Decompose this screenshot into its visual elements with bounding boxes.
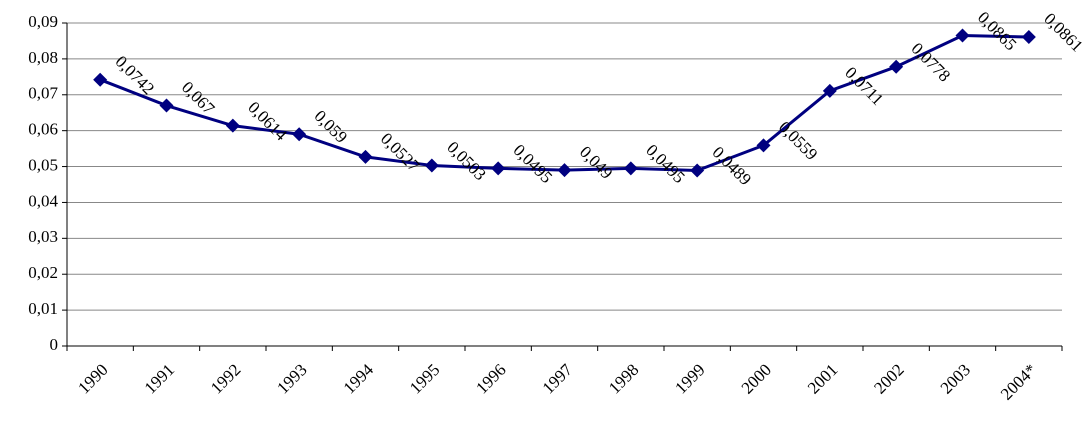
- line: [99, 34, 1029, 173]
- marker: [424, 158, 439, 173]
- y-tick-label: 0,03: [28, 227, 58, 246]
- marker: [623, 161, 638, 176]
- value-label: 0,0495: [510, 141, 556, 187]
- value-label: 0,0527: [377, 129, 424, 176]
- value-label: 0,0711: [841, 63, 887, 109]
- y-tick-label: 0: [50, 335, 59, 354]
- x-tick-label: 1996: [472, 360, 509, 397]
- marker: [93, 72, 108, 87]
- x-tick-label: 1997: [539, 360, 577, 398]
- value-label: 0,049: [576, 142, 616, 182]
- x-tick-label: 1991: [141, 360, 178, 397]
- value-label: 0,0861: [1040, 9, 1086, 55]
- x-tick-label: 2001: [804, 360, 841, 397]
- value-label: 0,0865: [974, 8, 1020, 54]
- x-tick-label: 1990: [74, 360, 111, 397]
- y-tick-label: 0,08: [28, 48, 58, 67]
- marker: [292, 127, 307, 142]
- value-label: 0,0559: [775, 118, 821, 164]
- marker: [491, 161, 506, 176]
- y-tick-label: 0,02: [28, 263, 58, 282]
- marker: [690, 163, 705, 178]
- x-tick-label: 1994: [340, 360, 378, 398]
- x-tick-label: 1995: [406, 360, 443, 397]
- x-tick-label: 1999: [671, 360, 708, 397]
- x-tick-label: 2000: [738, 360, 775, 397]
- marker: [756, 138, 771, 153]
- x-tick-label: 2002: [870, 360, 907, 397]
- y-tick-label: 0,05: [28, 155, 58, 174]
- marker: [225, 118, 240, 133]
- x-tick-label: 1993: [273, 360, 310, 397]
- marker: [1021, 29, 1036, 44]
- marker: [822, 83, 837, 98]
- value-label: 0,0495: [642, 141, 688, 187]
- x-tick-label: 2003: [937, 360, 974, 397]
- marker: [159, 98, 174, 113]
- marker: [358, 149, 373, 164]
- y-tick-label: 0,04: [28, 191, 58, 210]
- y-tick-label: 0,01: [28, 299, 58, 318]
- y-tick-label: 0,07: [28, 84, 58, 103]
- value-label: 0,0614: [244, 98, 291, 145]
- marker: [955, 28, 970, 43]
- marker: [889, 59, 904, 74]
- x-tick-label: 1992: [207, 360, 244, 397]
- marker: [557, 163, 572, 178]
- x-tick-label: 1998: [605, 360, 642, 397]
- y-tick-label: 0,09: [28, 12, 58, 31]
- value-label: 0,0778: [908, 39, 954, 85]
- value-label: 0,0503: [443, 138, 489, 184]
- y-tick-label: 0,06: [28, 120, 58, 139]
- x-tick-label: 2004*: [997, 360, 1040, 403]
